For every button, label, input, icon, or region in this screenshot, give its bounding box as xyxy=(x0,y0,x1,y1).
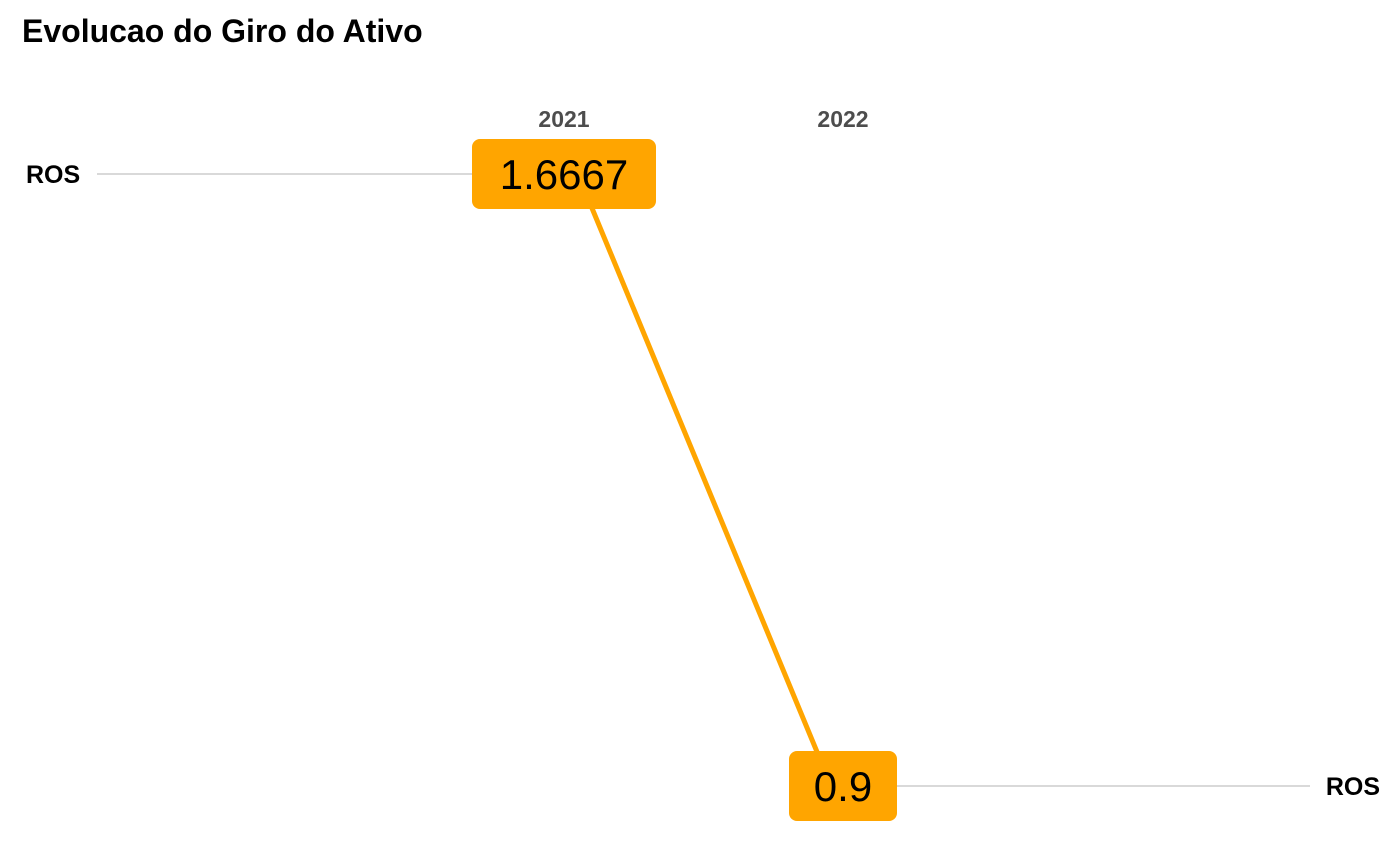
value-box-2022 xyxy=(789,751,897,821)
year-label-2022: 2022 xyxy=(817,106,868,132)
value-label-2022: 0.9 xyxy=(814,763,872,810)
series-line-ros xyxy=(579,181,830,779)
series-label-left: ROS xyxy=(26,161,80,189)
series-label-right: ROS xyxy=(1326,773,1380,801)
year-label-2021: 2021 xyxy=(538,106,589,132)
plot-area: 1.6667 0.9 ROS ROS xyxy=(26,139,1380,821)
value-box-2021 xyxy=(472,139,656,209)
value-label-2021: 1.6667 xyxy=(500,151,628,198)
chart-title: Evolucao do Giro do Ativo xyxy=(22,13,423,49)
